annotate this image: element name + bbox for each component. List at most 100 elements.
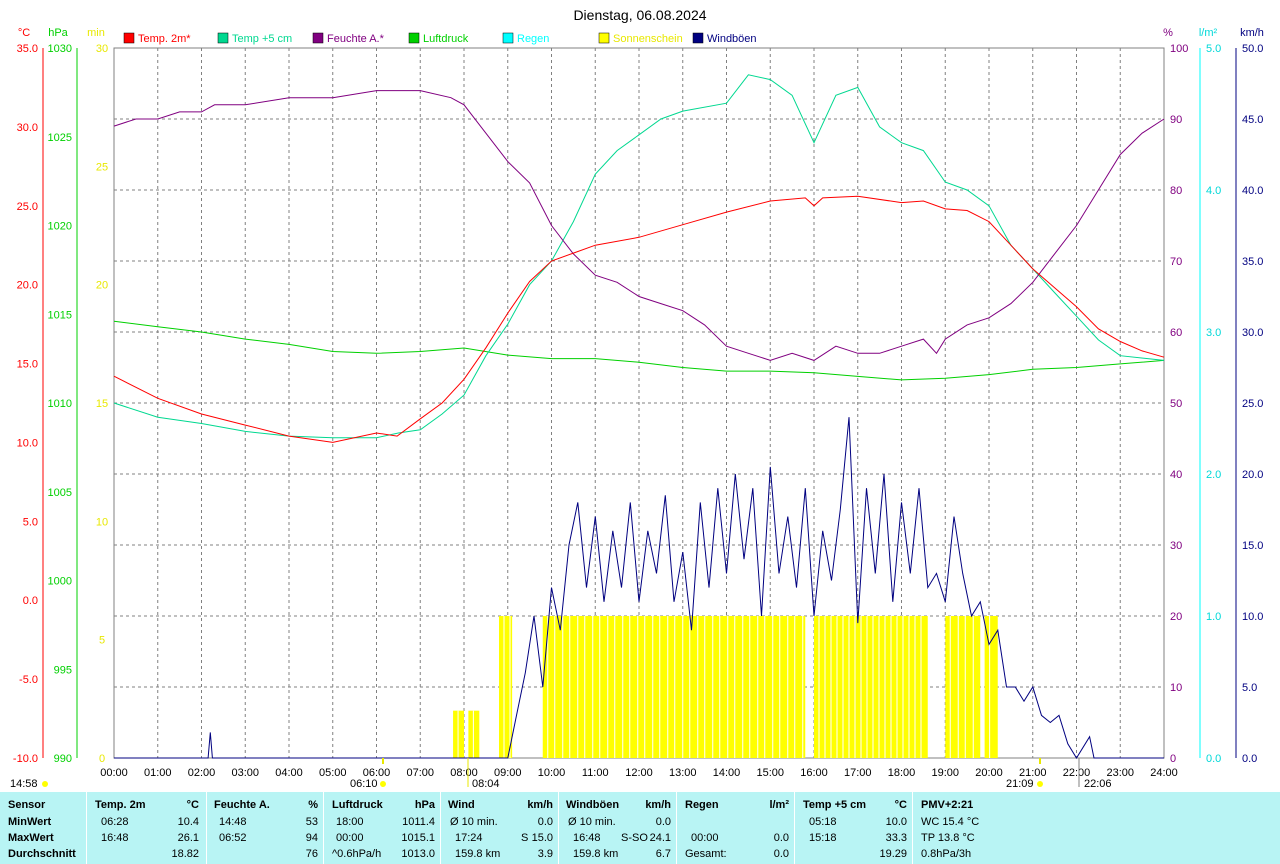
axes: 35.0 30.0 25.0 20.0 15.0 10.0 5.0 0.0 -5.0 -10.0 °… bbox=[13, 27, 1264, 779]
gust-distance: 159.8 km bbox=[573, 848, 619, 860]
tick-label-pressure: 990 bbox=[54, 753, 72, 765]
pmv-pressure-trend: 0.8hPa/3h bbox=[921, 848, 972, 860]
tick-label-humidity: 100 bbox=[1170, 43, 1188, 55]
legend-swatch bbox=[312, 32, 324, 44]
rain-total: 0.0 bbox=[773, 848, 789, 860]
legend-swatch bbox=[217, 32, 229, 44]
rain-header: Regen bbox=[685, 799, 719, 811]
x-tick-label: 02:00 bbox=[188, 767, 216, 779]
gust-avg-label: Ø 10 min. bbox=[568, 816, 616, 828]
pmv-header: PMV+2:21 bbox=[921, 799, 974, 811]
rain-time: 00:00 bbox=[691, 832, 719, 844]
t5-max-time: 15:18 bbox=[809, 832, 837, 844]
x-tick-label: 00:00 bbox=[100, 767, 128, 779]
legend-label: Feuchte A.* bbox=[327, 33, 385, 45]
hum-min: 53 bbox=[305, 816, 318, 828]
stats-press-col: Luftdruck hPa 18:00 1011.4 00:00 1015.1 … bbox=[323, 792, 441, 864]
wind-max: 15.0 bbox=[531, 832, 553, 844]
temp2m-header: Temp. 2m bbox=[95, 799, 146, 811]
series-temp-2m bbox=[113, 195, 1165, 443]
rain-max: 0.0 bbox=[773, 832, 789, 844]
series-windboeen bbox=[114, 417, 1164, 759]
sunrise-label: 06:10 bbox=[350, 778, 378, 790]
tick-label-rain: 0.0 bbox=[1206, 753, 1221, 765]
tick-label-rain: 2.0 bbox=[1206, 469, 1221, 481]
x-tick-label: 21:00 bbox=[1019, 767, 1047, 779]
stats-sensor-col: Sensor MinWert MaxWert Durchschnitt bbox=[0, 792, 86, 864]
stats-hum-col: Feuchte A. % 14:48 53 06:52 94 76 bbox=[206, 792, 324, 864]
tick-label-gust: 40.0 bbox=[1242, 185, 1263, 197]
x-tick-label: 09:00 bbox=[494, 767, 522, 779]
temp2m-max: 26.1 bbox=[177, 832, 199, 844]
press-min-time: 18:00 bbox=[336, 816, 364, 828]
x-tick-label: 22:00 bbox=[1063, 767, 1091, 779]
hum-avg: 76 bbox=[305, 848, 318, 860]
press-max: 1015.1 bbox=[401, 832, 435, 844]
bottom-labels: 14:58 06:10 08:04 21:09 22:06 bbox=[10, 758, 1112, 790]
tick-label-sun: 25 bbox=[96, 161, 108, 173]
tick-label-temp: 25.0 bbox=[17, 201, 38, 213]
sun-marker-label: 08:04 bbox=[472, 778, 500, 790]
press-avg: 1013.0 bbox=[401, 848, 435, 860]
tick-label-humidity: 80 bbox=[1170, 185, 1182, 197]
tick-label-sun: 15 bbox=[96, 398, 108, 410]
x-tick-label: 05:00 bbox=[319, 767, 347, 779]
legend-swatch bbox=[692, 32, 704, 44]
tick-label-gust: 20.0 bbox=[1242, 469, 1263, 481]
press-max-time: 00:00 bbox=[336, 832, 364, 844]
sunshine-bar bbox=[984, 616, 998, 758]
tick-label-pressure: 1020 bbox=[48, 221, 72, 233]
press-header: Luftdruck bbox=[332, 799, 383, 811]
legend-label: Sonnenschein bbox=[613, 33, 683, 45]
x-tick-label: 10:00 bbox=[538, 767, 566, 779]
tick-label-rain: 5.0 bbox=[1206, 43, 1221, 55]
tick-label-pressure: 1030 bbox=[48, 43, 72, 55]
wind-avg-label: Ø 10 min. bbox=[450, 816, 498, 828]
wind-header: Wind bbox=[448, 799, 475, 811]
tick-label-gust: 35.0 bbox=[1242, 256, 1263, 268]
tick-label-gust: 10.0 bbox=[1242, 611, 1263, 623]
stats-temp2m-col: Temp. 2m °C 06:28 10.4 16:48 26.1 18.82 bbox=[86, 792, 207, 864]
x-tick-label: 04:00 bbox=[275, 767, 303, 779]
tick-label-gust: 15.0 bbox=[1242, 540, 1263, 552]
tick-label-sun: 20 bbox=[96, 280, 108, 292]
x-tick-label: 17:00 bbox=[844, 767, 872, 779]
tick-label-humidity: 40 bbox=[1170, 469, 1182, 481]
axis-unit-pressure: hPa bbox=[48, 27, 68, 39]
tick-label-rain: 4.0 bbox=[1206, 185, 1221, 197]
x-tick-label: 16:00 bbox=[800, 767, 828, 779]
axis-unit-sun: min bbox=[87, 27, 105, 39]
row-label-min: MinWert bbox=[8, 816, 52, 828]
legend-label: Luftdruck bbox=[423, 33, 469, 45]
wind-avg: 0.0 bbox=[537, 816, 553, 828]
sunset-icon bbox=[1037, 781, 1043, 787]
axis-unit-temp: °C bbox=[18, 27, 30, 39]
tick-label-rain: 1.0 bbox=[1206, 611, 1221, 623]
hum-max: 94 bbox=[305, 832, 318, 844]
legend-label: Windböen bbox=[707, 33, 757, 45]
wind-max-dir: S bbox=[521, 832, 529, 844]
tick-label-gust: 25.0 bbox=[1242, 398, 1263, 410]
gust-max: 24.1 bbox=[649, 832, 671, 844]
tick-label-gust: 5.0 bbox=[1242, 682, 1257, 694]
x-tick-label: 13:00 bbox=[669, 767, 697, 779]
gust-avg: 0.0 bbox=[655, 816, 671, 828]
wind-distance: 159.8 km bbox=[455, 848, 501, 860]
pmv-dewpoint: TP 13.8 °C bbox=[921, 832, 975, 844]
temp2m-unit: °C bbox=[186, 799, 199, 811]
t5-avg: 19.29 bbox=[879, 848, 907, 860]
tick-label-temp: 15.0 bbox=[17, 359, 38, 371]
sunshine-bar bbox=[499, 616, 513, 758]
tick-label-temp: 35.0 bbox=[17, 43, 38, 55]
tick-label-gust: 0.0 bbox=[1242, 753, 1257, 765]
x-tick-label: 03:00 bbox=[231, 767, 259, 779]
x-tick-label: 18:00 bbox=[888, 767, 916, 779]
legend-swatch bbox=[502, 32, 514, 44]
sunshine-bar bbox=[542, 616, 806, 758]
tick-label-sun: 5 bbox=[99, 635, 105, 647]
tick-label-temp: 10.0 bbox=[17, 437, 38, 449]
tick-label-temp: -5.0 bbox=[19, 674, 38, 686]
sunrise-icon bbox=[380, 781, 386, 787]
sunset-label: 21:09 bbox=[1006, 778, 1034, 790]
pmv-windchill: WC 15.4 °C bbox=[921, 816, 980, 828]
